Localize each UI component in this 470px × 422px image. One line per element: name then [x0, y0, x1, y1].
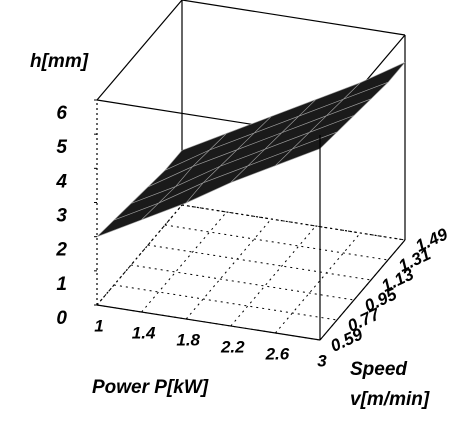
x-tick-label: 2.2: [220, 337, 245, 356]
grid-line: [319, 239, 406, 341]
x-axis-label: Power P[kW]: [92, 377, 209, 398]
grid-line: [147, 244, 372, 281]
z-tick-label: 5: [56, 137, 67, 158]
grid-line: [185, 218, 272, 320]
grid-line: [230, 225, 317, 327]
x-tick-label: 1.8: [176, 330, 200, 349]
surface-patch: [275, 131, 338, 166]
y-axis-label: Speed: [350, 359, 407, 380]
y-axis-label: v[m/min]: [350, 389, 430, 410]
grid-line: [275, 232, 361, 334]
grid-line: [96, 204, 183, 306]
z-axis-label: h[mm]: [30, 51, 89, 72]
grid-line: [130, 264, 355, 301]
z-tick-label: 1: [56, 274, 67, 295]
x-tick-label: 1: [94, 316, 103, 335]
box-edge: [181, 0, 406, 36]
z-tick-label: 6: [56, 103, 67, 124]
box-edge: [96, 0, 183, 101]
z-tick-label: 0: [56, 308, 67, 329]
grid-line: [164, 224, 389, 261]
grid-line: [96, 304, 321, 341]
box-edge: [96, 204, 183, 306]
x-tick-label: 1.4: [132, 323, 156, 342]
z-tick-label: 3: [56, 206, 67, 227]
y-tick-label: 1.49: [413, 224, 452, 255]
x-tick-label: 3: [317, 351, 327, 370]
z-tick-label: 2: [55, 240, 67, 261]
z-tick-label: 4: [55, 171, 67, 192]
grid-line: [181, 204, 406, 241]
x-tick-label: 2.6: [265, 344, 290, 363]
grid-line: [113, 284, 338, 321]
grid-line: [141, 211, 227, 313]
